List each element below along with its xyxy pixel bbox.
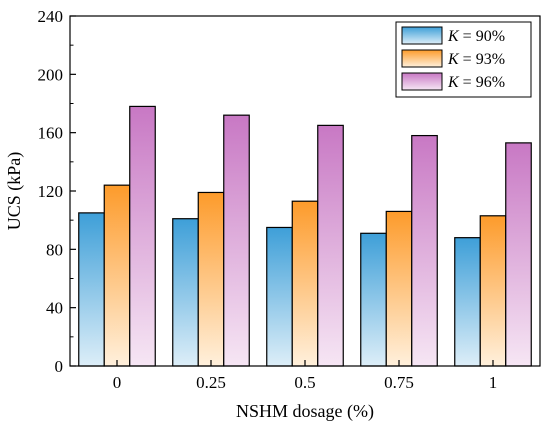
bar-0.75-series-2 bbox=[411, 134, 438, 367]
bar-0.25-series-0 bbox=[172, 218, 199, 367]
x-tick-label: 1 bbox=[489, 373, 498, 392]
bar-0.75-series-0 bbox=[360, 232, 387, 367]
legend-value: = 93% bbox=[459, 51, 505, 68]
legend-label: K = 93% bbox=[447, 51, 505, 68]
y-tick-label: 120 bbox=[38, 182, 64, 201]
bar-0-series-0 bbox=[78, 212, 105, 367]
bar-0.5-series-0 bbox=[266, 226, 293, 367]
bar-0.5-series-2 bbox=[317, 124, 344, 367]
bar-0-series-1 bbox=[103, 184, 131, 367]
legend-variable: K bbox=[447, 28, 460, 45]
x-tick-label: 0 bbox=[113, 373, 122, 392]
y-tick-label: 240 bbox=[38, 7, 64, 26]
x-tick-label: 0.75 bbox=[384, 373, 414, 392]
bar-0.75-series-1 bbox=[385, 210, 413, 367]
legend-variable: K bbox=[447, 51, 460, 68]
bar-0-series-2 bbox=[129, 105, 156, 367]
legend-label: K = 96% bbox=[447, 74, 505, 91]
y-tick-label: 200 bbox=[38, 65, 64, 84]
legend-swatch bbox=[401, 26, 443, 45]
legend-swatch bbox=[401, 49, 443, 68]
y-tick-label: 160 bbox=[38, 124, 64, 143]
x-axis-label: NSHM dosage (%) bbox=[236, 401, 374, 422]
bar-1-series-2 bbox=[505, 142, 532, 367]
ticks-group: 0 40 80 120 160 200 240 0 0.25 0.5 0.75 1 bbox=[38, 7, 498, 392]
legend-value: = 90% bbox=[459, 28, 505, 45]
y-tick-label: 0 bbox=[55, 357, 64, 376]
bar-1-series-1 bbox=[479, 215, 507, 367]
bar-1-series-0 bbox=[454, 237, 481, 367]
legend: K = 90%K = 93%K = 96% bbox=[395, 21, 532, 98]
bar-0.25-series-2 bbox=[223, 114, 250, 367]
bar-0.5-series-1 bbox=[291, 200, 319, 367]
legend-value: = 96% bbox=[459, 74, 505, 91]
bar-0.25-series-1 bbox=[197, 191, 225, 367]
x-tick-label: 0.5 bbox=[294, 373, 315, 392]
legend-variable: K bbox=[447, 74, 460, 91]
x-tick-label: 0.25 bbox=[196, 373, 226, 392]
y-tick-label: 80 bbox=[46, 240, 63, 259]
legend-label: K = 90% bbox=[447, 28, 505, 45]
y-tick-label: 40 bbox=[46, 299, 63, 318]
bars-group bbox=[78, 105, 532, 367]
legend-swatch bbox=[401, 72, 443, 91]
y-axis-label: UCS (kPa) bbox=[4, 152, 25, 231]
